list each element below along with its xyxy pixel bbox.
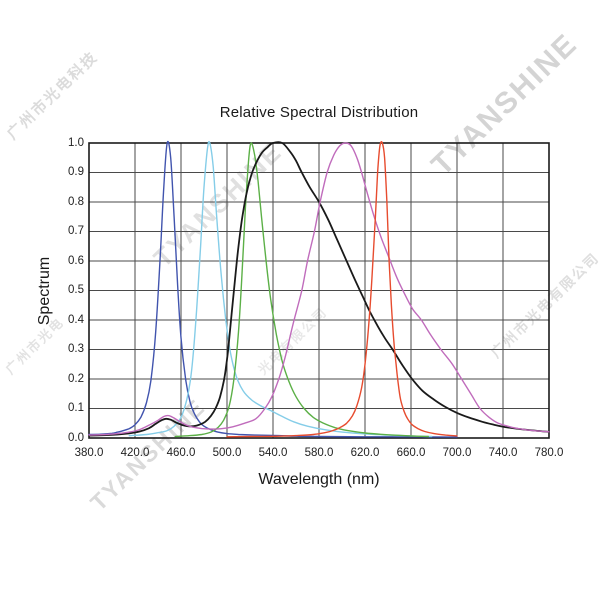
x-tick: 500.0 [212, 447, 242, 459]
x-tick: 660.0 [396, 447, 426, 459]
y-tick: 0.2 [68, 372, 84, 385]
chart-title: Relative Spectral Distribution [219, 104, 419, 121]
y-tick: 0.5 [68, 284, 84, 296]
y-tick: 0.9 [68, 166, 84, 178]
y-tick: 1.0 [68, 136, 84, 149]
curve-cyan-led-484nm [128, 140, 433, 438]
plot-frame [88, 142, 550, 439]
curve-green-led-520nm [174, 142, 429, 438]
x-tick: 420.0 [120, 447, 150, 459]
x-tick: 700.0 [442, 447, 472, 459]
x-tick: 580.0 [304, 447, 334, 459]
x-tick: 380.0 [74, 447, 104, 459]
y-tick: 0.0 [68, 431, 84, 444]
curve-blue-led-450nm [88, 140, 458, 438]
x-tick: 540.0 [258, 447, 288, 459]
x-tick: 620.0 [350, 447, 380, 459]
y-tick: 0.4 [68, 313, 84, 326]
curve-white-broad-545nm [88, 141, 550, 437]
x-tick: 460.0 [166, 447, 196, 459]
x-tick: 780.0 [534, 447, 564, 459]
y-tick: 0.8 [68, 195, 84, 208]
x-tick: 740.0 [488, 447, 518, 459]
curve-red-led-633nm [226, 141, 458, 438]
y-tick: 0.7 [68, 225, 84, 237]
x-axis-title: Wavelength (nm) [258, 471, 380, 488]
y-tick: 0.1 [68, 402, 84, 414]
y-tick: 0.3 [68, 343, 84, 355]
curve-magenta-broad-600nm [88, 142, 550, 436]
y-tick: 0.6 [68, 254, 84, 267]
